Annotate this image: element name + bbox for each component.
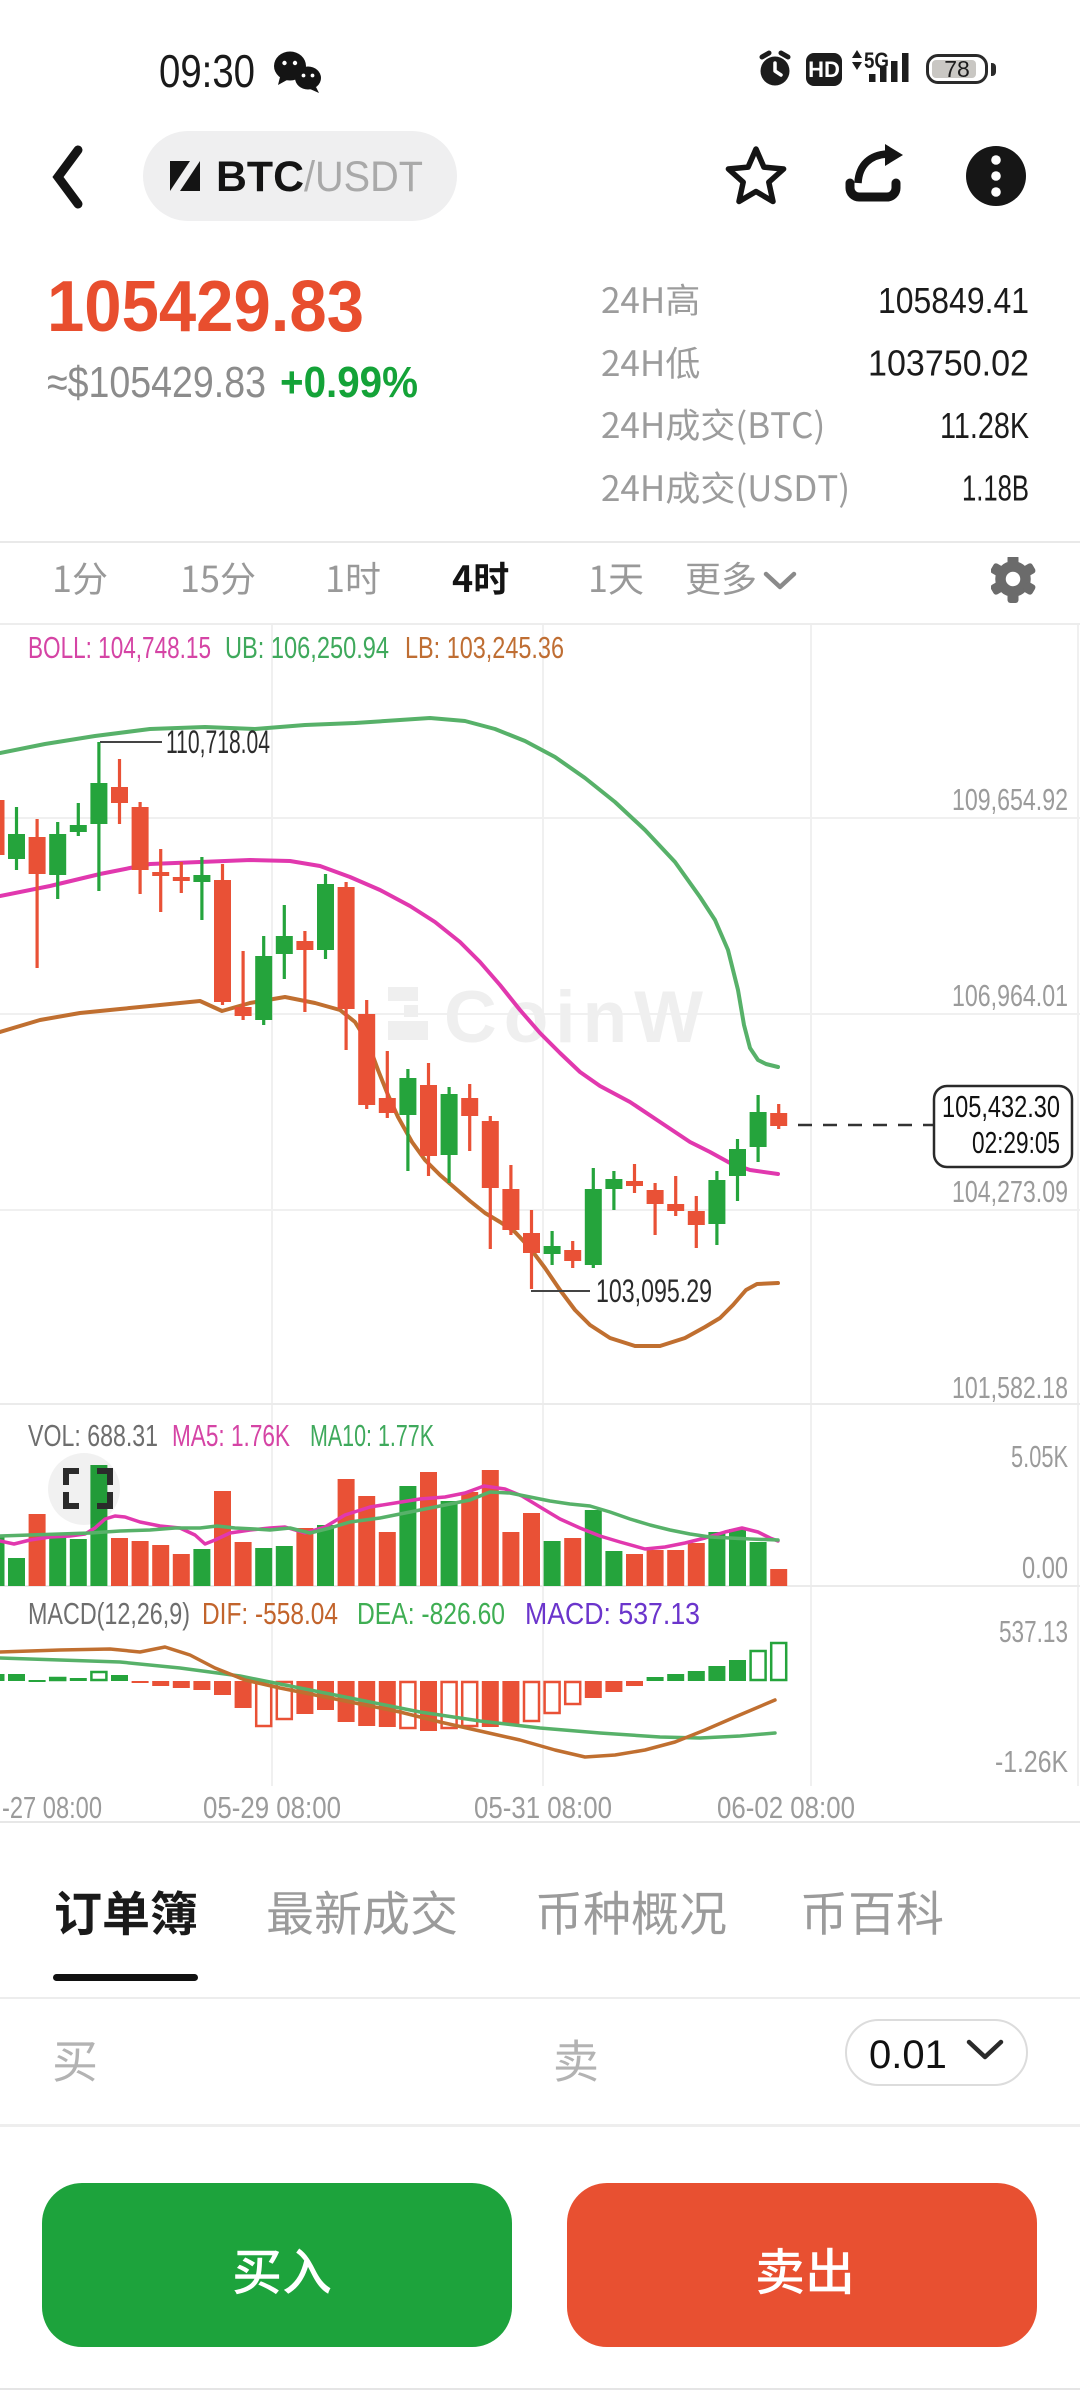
svg-text:-1.26K: -1.26K [995, 1744, 1068, 1779]
svg-text:05-29 08:00: 05-29 08:00 [203, 1790, 341, 1825]
svg-text:-27 08:00: -27 08:00 [2, 1790, 102, 1825]
svg-text:02:29:05: 02:29:05 [972, 1125, 1060, 1160]
svg-text:≈$105429.83: ≈$105429.83 [47, 358, 266, 407]
svg-text:537.13: 537.13 [999, 1614, 1068, 1649]
svg-text:+0.99%: +0.99% [280, 358, 418, 407]
svg-text:105,432.30: 105,432.30 [942, 1089, 1060, 1124]
svg-text:101,582.18: 101,582.18 [952, 1370, 1068, 1405]
svg-text:UB: 106,250.94: UB: 106,250.94 [225, 630, 389, 665]
svg-text:MA5: 1.76K: MA5: 1.76K [172, 1418, 290, 1453]
svg-text:105849.41: 105849.41 [878, 280, 1029, 321]
svg-text:DIF: -558.04: DIF: -558.04 [202, 1596, 338, 1631]
svg-text:105429.83: 105429.83 [47, 267, 364, 347]
svg-text:103,095.29: 103,095.29 [596, 1273, 712, 1309]
svg-text:DEA: -826.60: DEA: -826.60 [357, 1596, 505, 1631]
svg-text:MACD(12,26,9): MACD(12,26,9) [28, 1596, 190, 1631]
svg-text:BTC: BTC [216, 153, 304, 201]
svg-text:06-02 08:00: 06-02 08:00 [717, 1790, 855, 1825]
svg-text:110,718.04: 110,718.04 [166, 724, 270, 760]
svg-text:0.00: 0.00 [1022, 1550, 1068, 1585]
svg-text:109,654.92: 109,654.92 [952, 782, 1068, 817]
svg-text:MACD: 537.13: MACD: 537.13 [525, 1596, 700, 1631]
svg-text:1.18B: 1.18B [962, 468, 1029, 509]
svg-text:VOL: 688.31: VOL: 688.31 [28, 1418, 158, 1453]
svg-text:103750.02: 103750.02 [868, 343, 1029, 384]
svg-text:MA10: 1.77K: MA10: 1.77K [310, 1418, 434, 1453]
svg-text:LB: 103,245.36: LB: 103,245.36 [405, 630, 564, 665]
svg-text:BOLL: 104,748.15: BOLL: 104,748.15 [28, 630, 211, 665]
svg-text:05-31 08:00: 05-31 08:00 [474, 1790, 612, 1825]
svg-text:106,964.01: 106,964.01 [952, 978, 1068, 1013]
svg-text:104,273.09: 104,273.09 [952, 1174, 1068, 1209]
svg-text:/USDT: /USDT [304, 153, 423, 201]
svg-text:5.05K: 5.05K [1011, 1439, 1068, 1474]
svg-text:09:30: 09:30 [159, 45, 255, 97]
svg-text:11.28K: 11.28K [940, 405, 1029, 446]
svg-text:CoinW: CoinW [444, 977, 710, 1058]
